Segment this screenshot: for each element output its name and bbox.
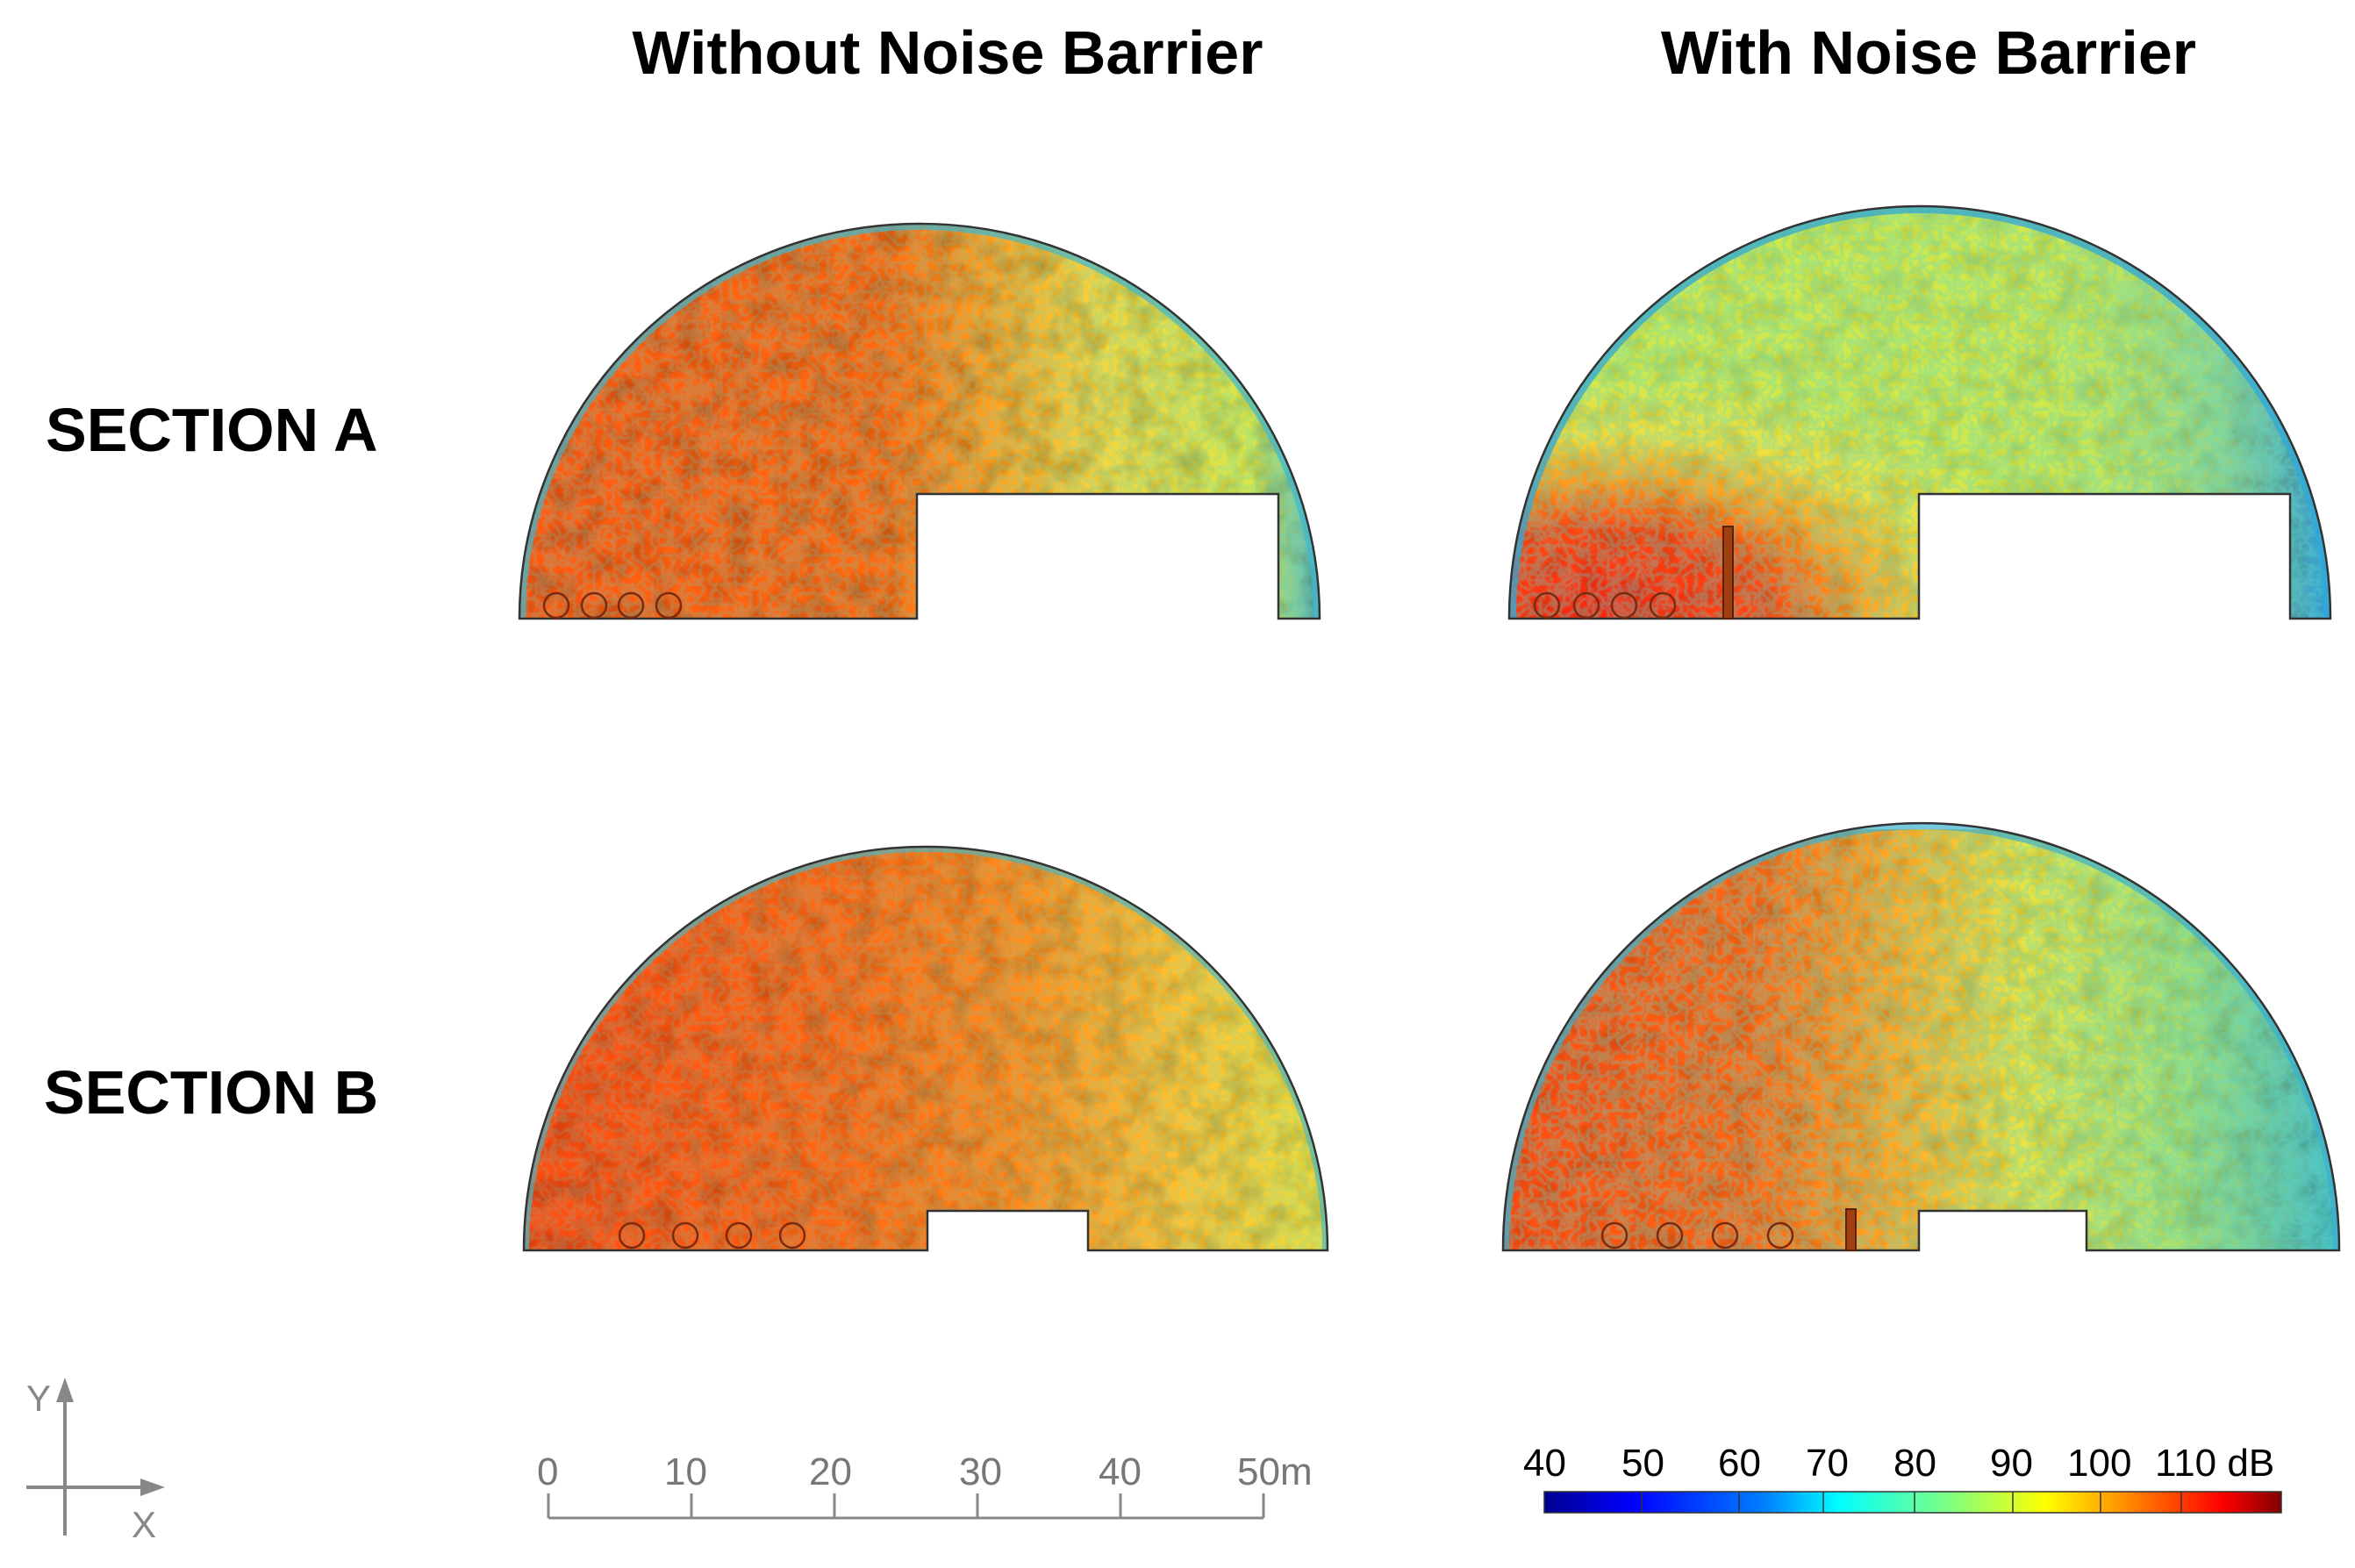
- colorbar-label: 50: [1621, 1442, 1664, 1485]
- scale-tick-label: 0: [537, 1450, 558, 1493]
- colorbar-label: 90: [1990, 1442, 2033, 1485]
- sound-sources: [618, 1221, 806, 1249]
- colorbar-label: 80: [1893, 1442, 1936, 1485]
- scale-tick-label: 40: [1099, 1450, 1142, 1493]
- xy-axis-indicator: Y X: [26, 1378, 165, 1545]
- panel-section-a-with-barrier: [1507, 204, 2332, 620]
- noise-barrier: [1722, 526, 1734, 619]
- section-outline: [1507, 204, 2332, 620]
- colorbar: 40 50 60 70 80 90 100 110 dB: [1523, 1442, 2282, 1514]
- scale-tick-label: 50m: [1237, 1450, 1313, 1493]
- axis-label-y: Y: [26, 1378, 51, 1419]
- colorbar-label: 110 dB: [2155, 1442, 2274, 1485]
- row-label-section-b: SECTION B: [44, 1058, 379, 1127]
- noise-barrier: [1845, 1208, 1857, 1251]
- sound-sources: [1533, 591, 1677, 619]
- panel-section-b-without-barrier: [522, 845, 1329, 1252]
- axis-label-x: X: [132, 1504, 156, 1545]
- colorbar-label: 100: [2067, 1442, 2131, 1485]
- row-label-section-a: SECTION A: [46, 396, 378, 464]
- scale-tick-label: 30: [959, 1450, 1002, 1493]
- sound-sources: [1600, 1221, 1794, 1249]
- section-outline: [1501, 821, 2341, 1252]
- colorbar-gradient: [1543, 1491, 2282, 1514]
- column-title-without-barrier: Without Noise Barrier: [632, 18, 1263, 87]
- colorbar-label: 60: [1718, 1442, 1761, 1485]
- scale-tick-label: 20: [809, 1450, 852, 1493]
- panel-section-b-with-barrier: [1501, 821, 2341, 1252]
- colorbar-label: 40: [1523, 1442, 1566, 1485]
- panel-section-a-without-barrier: [518, 222, 1321, 620]
- column-title-with-barrier: With Noise Barrier: [1660, 18, 2197, 87]
- colorbar-label: 70: [1806, 1442, 1849, 1485]
- scale-tick-label: 10: [664, 1450, 707, 1493]
- sound-sources: [542, 591, 683, 619]
- scale-bar: 0 10 20 30 40 50m: [537, 1450, 1313, 1520]
- section-outline: [522, 845, 1329, 1252]
- section-outline: [518, 222, 1321, 620]
